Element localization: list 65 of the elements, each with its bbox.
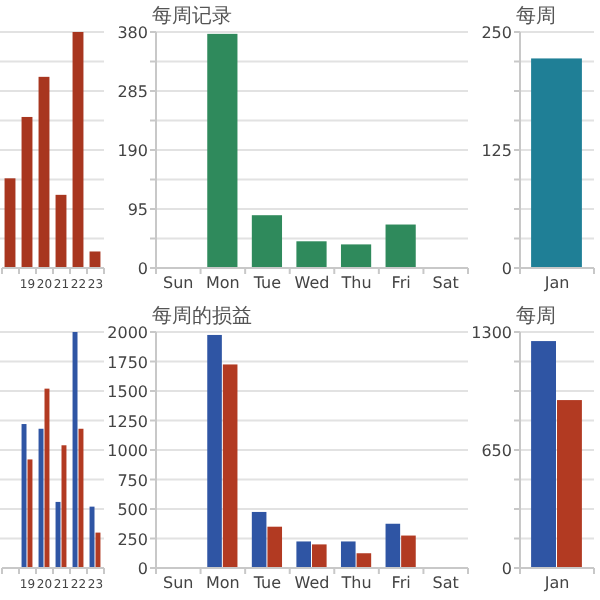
bar (385, 523, 401, 568)
x-tick-label: Tue (251, 274, 282, 292)
bar (72, 332, 78, 568)
bar (207, 334, 222, 568)
y-tick-label: 250 (481, 24, 512, 42)
bar (55, 501, 61, 568)
x-tick-label: Fri (391, 274, 411, 292)
x-tick-label: Sat (432, 574, 459, 592)
bar (251, 511, 267, 568)
bar (38, 76, 50, 268)
y-tick-label: 0 (501, 560, 512, 578)
x-tick-label: Fri (391, 574, 411, 592)
x-tick-label: Jan (542, 274, 570, 292)
y-tick-label: 1000 (107, 442, 148, 460)
y-tick-label: 285 (117, 83, 148, 101)
y-tick-label: 1300 (471, 324, 512, 342)
bar (222, 364, 238, 568)
y-tick-label: 250 (117, 530, 148, 549)
bar (340, 541, 356, 568)
chart-title: 每周 (516, 304, 556, 328)
chart-title: 每周 (516, 4, 556, 28)
bar (72, 32, 84, 268)
y-tick-label: 1250 (107, 412, 148, 431)
x-tick-label: Mon (205, 274, 240, 292)
chart-title: 每周的损益 (152, 304, 252, 328)
x-tick-label: Mon (205, 574, 240, 592)
x-tick-label: Thu (339, 274, 372, 292)
bar (296, 541, 311, 568)
x-tick-label: Jan (542, 574, 570, 592)
bar (385, 224, 416, 268)
bar (267, 526, 283, 568)
bar (55, 194, 67, 268)
x-tick-label: Sat (432, 274, 459, 292)
y-tick-label: 1500 (107, 383, 148, 401)
y-tick-label: 95 (127, 201, 148, 219)
y-tick-label: 380 (117, 24, 148, 42)
bar (251, 215, 283, 268)
bar (401, 535, 416, 568)
y-tick-label: 0 (137, 260, 148, 278)
bar (296, 241, 327, 268)
y-tick-label: 750 (117, 471, 148, 490)
y-tick-label: 500 (117, 501, 148, 519)
y-tick-label: 190 (117, 142, 148, 160)
y-tick-label: 1750 (107, 353, 148, 372)
x-tick-label: Tue (251, 574, 282, 592)
bar (89, 506, 95, 568)
x-tick-label: Wed (294, 274, 330, 292)
x-tick-label: Thu (339, 574, 372, 592)
bar (21, 116, 33, 268)
y-tick-label: 0 (501, 260, 512, 278)
y-tick-label: 0 (137, 560, 148, 578)
x-tick-label: Sun (163, 574, 194, 592)
bar (312, 544, 327, 568)
bar (21, 424, 27, 568)
bar (38, 428, 44, 568)
y-tick-label: 650 (481, 442, 512, 460)
bar (207, 33, 238, 268)
x-tick-label: Sun (163, 274, 194, 292)
y-tick-label: 125 (481, 142, 512, 160)
chart-title: 每周记录 (152, 4, 232, 28)
x-tick-label: Wed (294, 574, 330, 592)
y-tick-label: 2000 (107, 324, 148, 342)
bar (356, 553, 372, 568)
bar (4, 178, 16, 268)
bar (340, 244, 372, 268)
